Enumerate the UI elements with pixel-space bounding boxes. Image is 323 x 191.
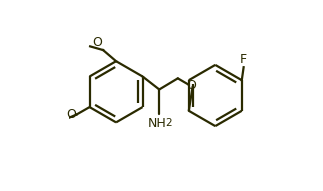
Text: NH: NH [148,117,167,130]
Text: F: F [240,53,247,66]
Text: 2: 2 [165,118,172,128]
Text: O: O [92,36,102,49]
Text: O: O [66,108,76,121]
Text: O: O [186,79,196,92]
